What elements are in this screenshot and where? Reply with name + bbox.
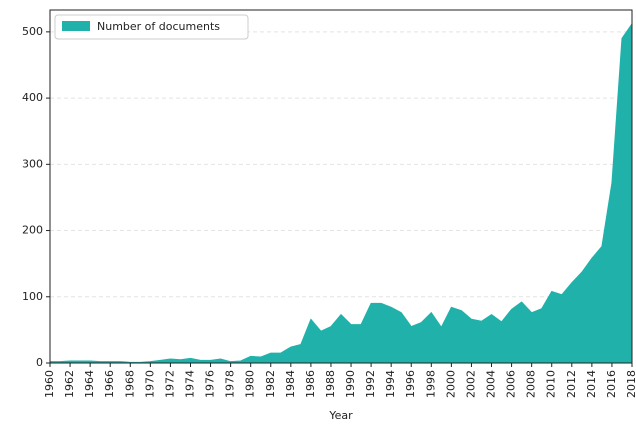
y-tick-label: 0 xyxy=(36,356,43,369)
x-tick-label: 1980 xyxy=(244,370,257,398)
x-tick-label: 1972 xyxy=(163,370,176,398)
x-tick-label: 2018 xyxy=(625,370,636,398)
x-tick-label: 2012 xyxy=(565,370,578,398)
x-tick-label: 1978 xyxy=(224,370,237,398)
y-tick-label: 200 xyxy=(22,224,43,237)
legend-label: Number of documents xyxy=(97,20,220,33)
x-tick-label: 1998 xyxy=(424,370,437,398)
x-tick-label: 1986 xyxy=(304,370,317,398)
x-tick-label: 1984 xyxy=(284,370,297,398)
x-tick-label: 1968 xyxy=(123,370,136,398)
y-tick-label: 400 xyxy=(22,91,43,104)
x-tick-label: 2016 xyxy=(605,370,618,398)
x-tick-label: 2006 xyxy=(505,370,518,398)
x-tick-label: 1992 xyxy=(364,370,377,398)
x-axis-label: Year xyxy=(328,409,353,422)
y-tick-label: 100 xyxy=(22,290,43,303)
x-tick-label: 1996 xyxy=(404,370,417,398)
area xyxy=(49,22,633,364)
x-tick-label: 1962 xyxy=(63,370,76,398)
x-tick-label: 1970 xyxy=(143,370,156,398)
x-tick-label: 2014 xyxy=(585,370,598,398)
x-tick-label: 2004 xyxy=(485,370,498,398)
x-tick-label: 1976 xyxy=(204,370,217,398)
x-tick-label: 1974 xyxy=(183,370,196,398)
x-tick-label: 1960 xyxy=(43,370,56,398)
x-tick-label: 1990 xyxy=(344,370,357,398)
x-tick-label: 2000 xyxy=(444,370,457,398)
x-tick-label: 1982 xyxy=(264,370,277,398)
x-tick-label: 2002 xyxy=(464,370,477,398)
x-tick-label: 2008 xyxy=(525,370,538,398)
legend-swatch xyxy=(62,21,90,31)
x-tick-label: 1964 xyxy=(83,370,96,398)
x-tick-label: 1988 xyxy=(324,370,337,398)
y-tick-label: 500 xyxy=(22,25,43,38)
x-tick-label: 1966 xyxy=(103,370,116,398)
y-tick-label: 300 xyxy=(22,157,43,170)
legend-box xyxy=(54,14,249,40)
plot-frame xyxy=(49,9,633,364)
x-tick-label: 1994 xyxy=(384,370,397,398)
x-tick-label: 2010 xyxy=(545,370,558,398)
